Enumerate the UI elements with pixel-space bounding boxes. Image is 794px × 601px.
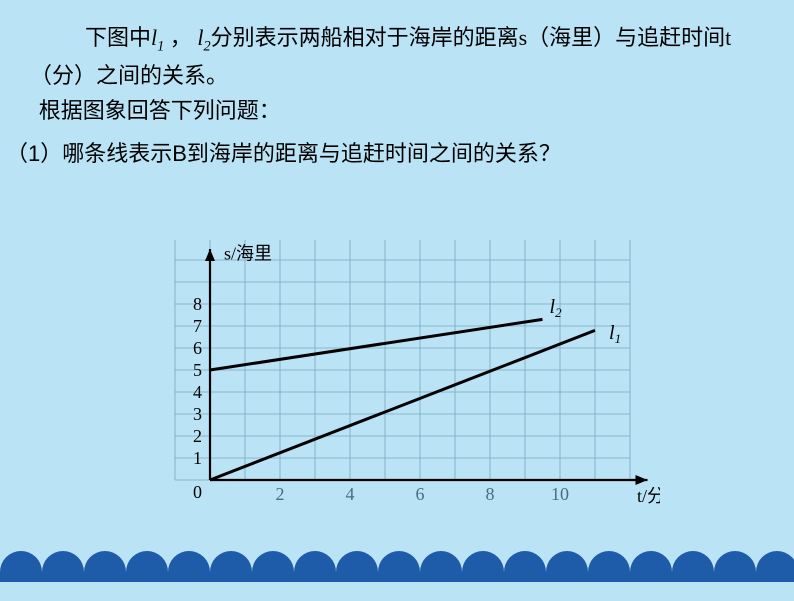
- intro-text-1: 下图中: [85, 25, 151, 50]
- question-1: （1）哪条线表示B到海岸的距离与追赶时间之间的关系？: [0, 129, 794, 170]
- svg-text:3: 3: [193, 404, 202, 424]
- chart: 123456782468100s/海里t/分l1l2: [130, 240, 660, 520]
- svg-text:6: 6: [193, 338, 202, 358]
- svg-text:7: 7: [193, 316, 202, 336]
- svg-text:10: 10: [551, 484, 569, 504]
- svg-text:2: 2: [276, 484, 285, 504]
- l2-subscript: 2: [203, 38, 210, 54]
- svg-text:8: 8: [486, 484, 495, 504]
- intro-paragraph: 下图中l1 ， l2分别表示两船相对于海岸的距离s（海里）与追赶时间t（分）之间…: [30, 20, 764, 93]
- intro-text-2: ，: [164, 25, 197, 50]
- intro-line-4: 根据图象回答下列问题：: [30, 93, 764, 128]
- svg-text:4: 4: [193, 382, 202, 402]
- svg-text:6: 6: [416, 484, 425, 504]
- svg-text:1: 1: [193, 448, 202, 468]
- svg-text:2: 2: [193, 426, 202, 446]
- svg-text:0: 0: [193, 482, 202, 502]
- svg-text:4: 4: [346, 484, 355, 504]
- svg-text:5: 5: [193, 360, 202, 380]
- svg-text:s/海里: s/海里: [224, 244, 272, 264]
- svg-text:t/分: t/分: [637, 486, 660, 506]
- decorative-scallops: [0, 546, 794, 596]
- svg-text:8: 8: [193, 294, 202, 314]
